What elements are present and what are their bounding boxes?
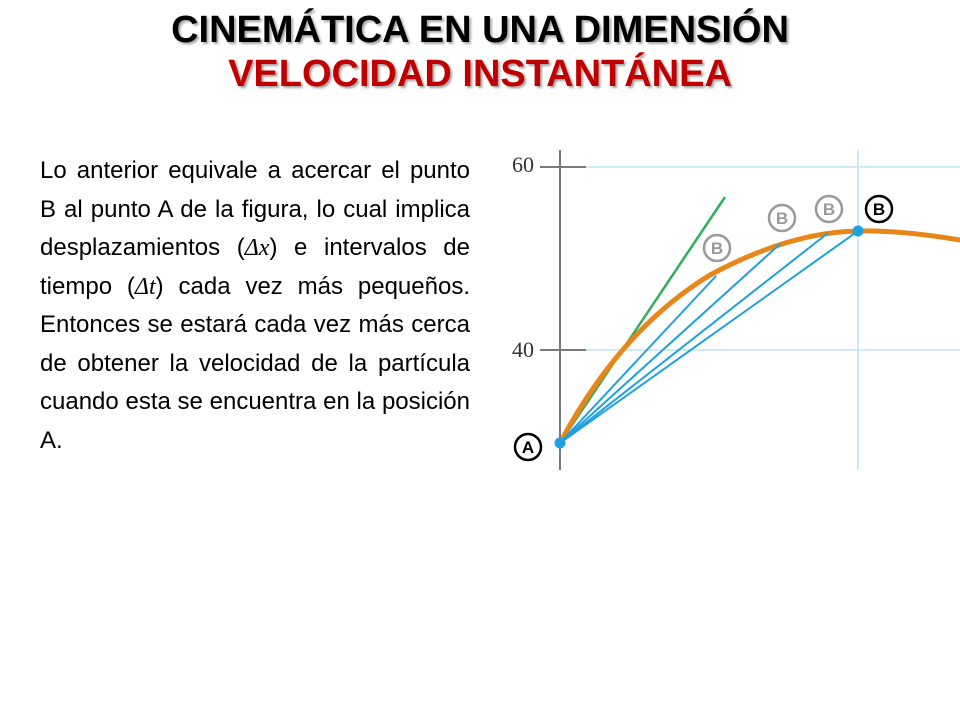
label-b-faded-text-1: B <box>711 239 723 258</box>
y-tick-label-40: 40 <box>512 337 534 362</box>
secant-line-2 <box>559 243 781 444</box>
label-b-faded-1: B <box>702 233 732 263</box>
delta-t-symbol: Δt <box>134 273 156 300</box>
delta-x-symbol: Δx <box>244 235 270 261</box>
secant-line-4 <box>559 230 859 444</box>
label-b-faded-text-2: B <box>776 209 788 228</box>
label-b-faded-2: B <box>767 203 797 233</box>
position-curve <box>557 228 960 446</box>
point-a-dot <box>554 437 566 449</box>
label-b-text: B <box>873 200 885 219</box>
body-paragraph: Lo anterior equivale a acercar el punto … <box>40 152 470 460</box>
slide-title: CINEMÁTICA EN UNA DIMENSIÓN <box>171 9 789 51</box>
body-text-part-2: ) e intervalos de tiempo ( <box>40 234 470 300</box>
title-block: CINEMÁTICA EN UNA DIMENSIÓN VELOCIDAD IN… <box>0 8 960 96</box>
figure-svg: 60 40 A B B B B <box>512 150 960 470</box>
label-a-marker: A <box>513 432 543 462</box>
label-b-faded-text-3: B <box>823 200 835 219</box>
label-b-marker: B <box>864 194 894 224</box>
tangent-line <box>558 196 727 444</box>
secant-line-1 <box>559 275 717 444</box>
point-b-dot <box>852 225 864 237</box>
label-a-text: A <box>522 438 534 457</box>
y-tick-label-60: 60 <box>512 152 534 177</box>
body-text-part-3: ) cada vez más pequeños. Entonces se est… <box>40 272 470 454</box>
position-time-figure: 60 40 A B B B B <box>500 135 960 480</box>
slide-subtitle: VELOCIDAD INSTANTÁNEA <box>228 53 732 95</box>
body-text-part-1: Lo anterior equivale a acercar el punto … <box>40 157 470 261</box>
secant-line-3 <box>559 232 829 444</box>
label-b-faded-3: B <box>814 194 844 224</box>
